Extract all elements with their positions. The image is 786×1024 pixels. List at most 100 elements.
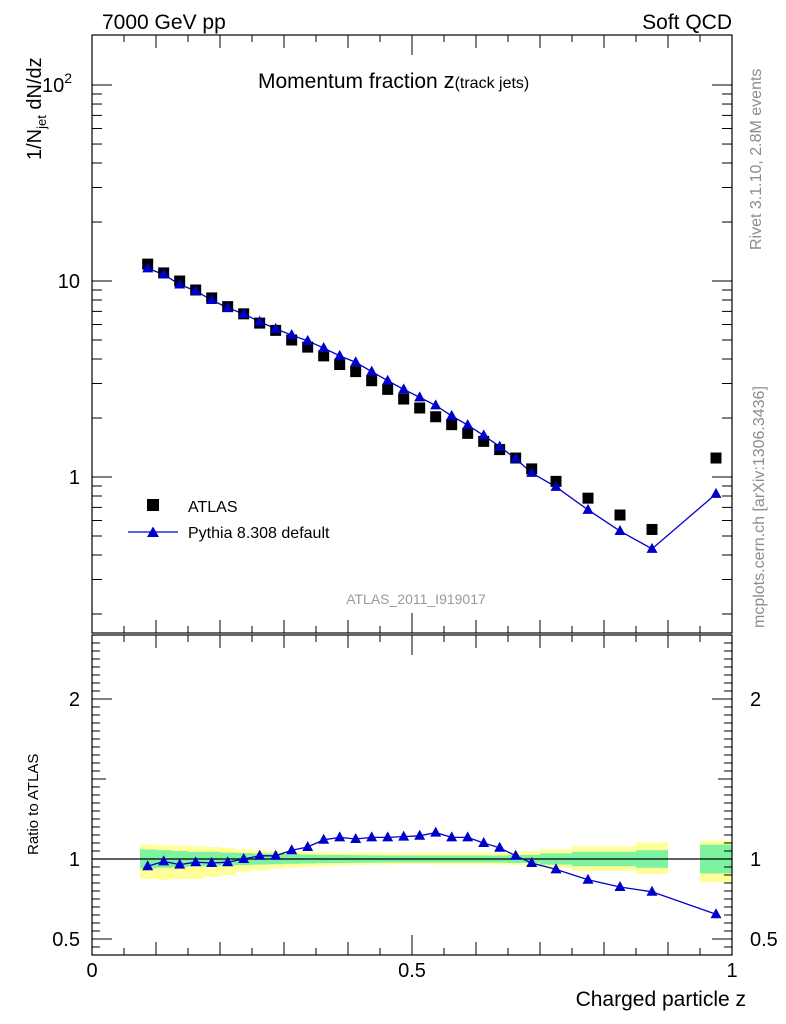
atlas-data-point: [582, 492, 594, 504]
pythia-point: [318, 342, 330, 353]
atlas-data-point: [382, 383, 394, 395]
pythia-point: [190, 284, 202, 295]
pythia-point: [222, 301, 234, 312]
ratio-pythia-point: [414, 829, 426, 840]
ratio-pythia-point: [462, 831, 474, 842]
atlas-data-point: [318, 350, 330, 362]
ratio-y-tick-label-right: 1: [750, 849, 761, 871]
mcplots-label: mcplots.cern.ch [arXiv:1306.3436]: [751, 386, 768, 628]
ratio-y-tick-label-left: 0.5: [52, 929, 80, 951]
atlas-data-point: [710, 452, 722, 464]
ratio-pythia-point: [286, 844, 298, 855]
ratio-y-tick-label-right: 0.5: [750, 929, 778, 951]
atlas-data-point: [478, 435, 490, 447]
pythia-point: [614, 525, 626, 536]
y-tick-label: 1: [69, 467, 80, 489]
pythia-point: [462, 419, 474, 430]
y-tick-label-exponent: 2: [64, 70, 72, 86]
atlas-data-point: [614, 509, 626, 521]
ratio-pythia-point: [478, 837, 490, 847]
pythia-point: [366, 365, 378, 376]
ratio-axis-ticks: 0 0.5 1 0.5 0.5 1 1 2 2: [52, 634, 778, 982]
atlas-data-point: [366, 375, 378, 387]
ratio-pythia-point: [174, 858, 186, 869]
main-axis-ticks: 1 10 102: [42, 35, 733, 633]
ratio-pythia-point: [382, 831, 394, 842]
x-tick-label: 1: [726, 960, 737, 982]
pythia-point: [414, 391, 426, 402]
ratio-y-tick-label-left: 2: [69, 689, 80, 711]
pythia-point: [174, 278, 186, 289]
ratio-pythia-point: [646, 885, 658, 896]
ratio-pythia-point: [238, 853, 250, 863]
ratio-pythia-point: [710, 908, 722, 919]
ratio-pythia-point: [398, 830, 410, 841]
atlas-data-point: [430, 411, 442, 423]
ratio-pythia-point: [526, 857, 538, 867]
pythia-point: [382, 374, 394, 385]
analysis-watermark: ATLAS_2011_I919017: [346, 591, 486, 607]
ratio-y-tick-label-left: 1: [69, 849, 80, 871]
pythia-point: [550, 480, 562, 491]
pythia-point: [398, 383, 410, 394]
x-axis-label: Charged particle z: [576, 988, 746, 1011]
ratio-pythia-point: [254, 849, 266, 860]
ratio-pythia-point: [318, 833, 330, 844]
ratio-pythia-point: [302, 841, 314, 851]
atlas-data-point: [462, 427, 474, 439]
main-y-label-tail: dN/dz: [24, 57, 46, 115]
atlas-data-point: [334, 359, 346, 371]
ratio-pythia-point: [430, 826, 442, 837]
header-left: 7000 GeV pp: [102, 11, 226, 34]
pythia-point: [254, 315, 266, 326]
pythia-point: [238, 307, 250, 318]
y-tick-label: 102: [42, 70, 72, 97]
ratio-pythia-point: [142, 860, 154, 871]
ratio-pythia-point: [190, 856, 202, 867]
pythia-point: [142, 262, 154, 273]
x-tick-label: 0.5: [398, 960, 426, 982]
ratio-plot-frame: [91, 634, 733, 956]
ratio-pythia-point: [494, 841, 506, 852]
ratio-pythia-point: [614, 881, 626, 891]
pythia-point: [582, 503, 594, 514]
pythia-point: [710, 487, 722, 498]
atlas-data-point: [286, 334, 298, 346]
main-title-text: Momentum fraction: [258, 70, 444, 93]
x-tick-label: 0: [86, 960, 97, 982]
legend-atlas-label: ATLAS: [188, 499, 238, 516]
legend-pythia-label: Pythia 8.308 default: [188, 525, 330, 542]
ratio-pythia-point: [366, 831, 378, 842]
ratio-pythia-point: [158, 855, 170, 866]
main-y-label-sub: jet: [34, 115, 49, 130]
pythia-point: [206, 294, 218, 305]
pythia-point: [302, 334, 314, 345]
legend-pythia-marker: [147, 526, 159, 537]
pythia-point: [526, 466, 538, 477]
pythia-point: [494, 440, 506, 451]
atlas-data-point: [646, 523, 658, 535]
header-right: Soft QCD: [642, 11, 732, 34]
pythia-point: [646, 542, 658, 553]
pythia-point: [478, 429, 490, 440]
main-plot-frame: [91, 34, 733, 634]
main-title-var: z: [444, 68, 455, 93]
main-title-sub: (track jets): [455, 75, 530, 92]
pythia-point: [158, 268, 170, 279]
pythia-point: [334, 349, 346, 360]
ratio-pythia-point: [206, 857, 218, 867]
rivet-label: Rivet 3.1.10, 2.8M events: [748, 69, 765, 250]
y-tick-label: 10: [58, 271, 80, 293]
main-y-label-main: 1/N: [24, 129, 46, 160]
pythia-point: [350, 356, 362, 367]
ratio-pythia-point: [334, 831, 346, 842]
atlas-data-point: [350, 366, 362, 378]
pythia-point: [446, 409, 458, 420]
ratio-pythia-point: [350, 833, 362, 843]
ratio-plot-marks: [142, 826, 722, 919]
ratio-y-axis-label: Ratio to ATLAS: [25, 754, 42, 855]
atlas-data-point: [302, 341, 314, 353]
legend-atlas-marker: [147, 499, 159, 511]
ratio-pythia-point: [510, 849, 522, 860]
